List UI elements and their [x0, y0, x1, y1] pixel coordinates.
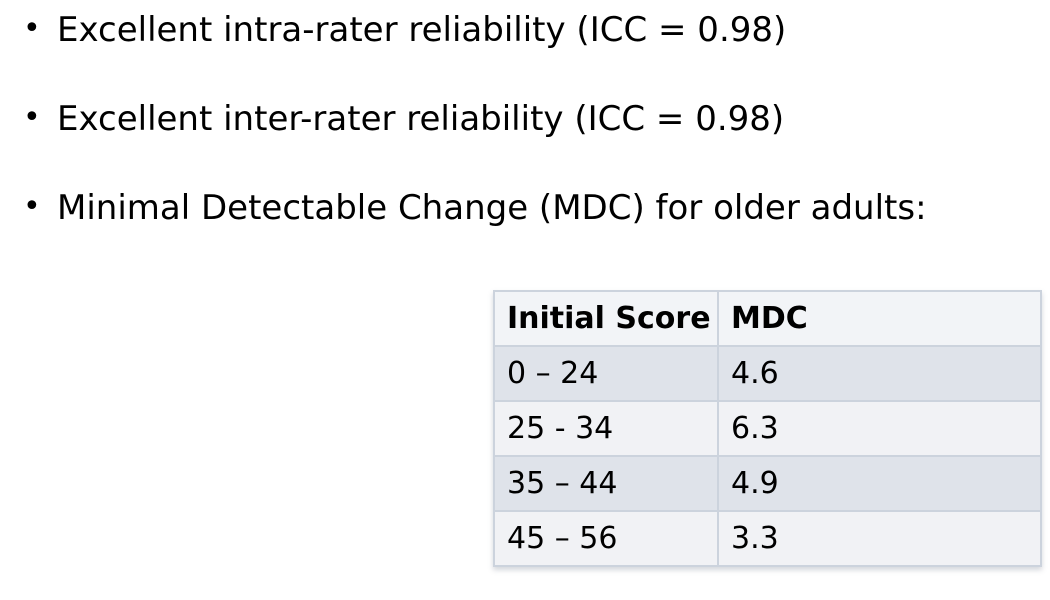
table-row: 25 - 34 6.3 — [493, 400, 1042, 457]
mdc-table: Initial Score MDC 0 – 24 4.6 25 - 34 6.3 35 … — [493, 290, 1042, 567]
table-cell: 6.3 — [717, 400, 1042, 457]
table-header-row: Initial Score MDC — [493, 290, 1042, 347]
table-cell: 0 – 24 — [493, 345, 719, 402]
table-cell: 35 – 44 — [493, 455, 719, 512]
table-cell: 3.3 — [717, 510, 1042, 567]
table-cell: 45 – 56 — [493, 510, 719, 567]
table-cell: 4.6 — [717, 345, 1042, 402]
bullet-item-inter-rater: Excellent inter-rater reliability (ICC =… — [23, 96, 1033, 141]
table-row: 45 – 56 3.3 — [493, 510, 1042, 567]
table-row: 35 – 44 4.9 — [493, 455, 1042, 512]
mdc-table-body: 0 – 24 4.6 25 - 34 6.3 35 – 44 4.9 45 – 56 3.3 — [493, 345, 1042, 567]
bullet-item-mdc: Minimal Detectable Change (MDC) for olde… — [23, 185, 1033, 230]
table-cell: 25 - 34 — [493, 400, 719, 457]
table-cell: 4.9 — [717, 455, 1042, 512]
bullet-item-intra-rater: Excellent intra-rater reliability (ICC =… — [23, 7, 1033, 52]
table-header-initial-score: Initial Score — [493, 290, 719, 347]
bullet-list: Excellent intra-rater reliability (ICC =… — [23, 7, 1033, 275]
table-header-mdc: MDC — [717, 290, 1042, 347]
table-row: 0 – 24 4.6 — [493, 345, 1042, 402]
